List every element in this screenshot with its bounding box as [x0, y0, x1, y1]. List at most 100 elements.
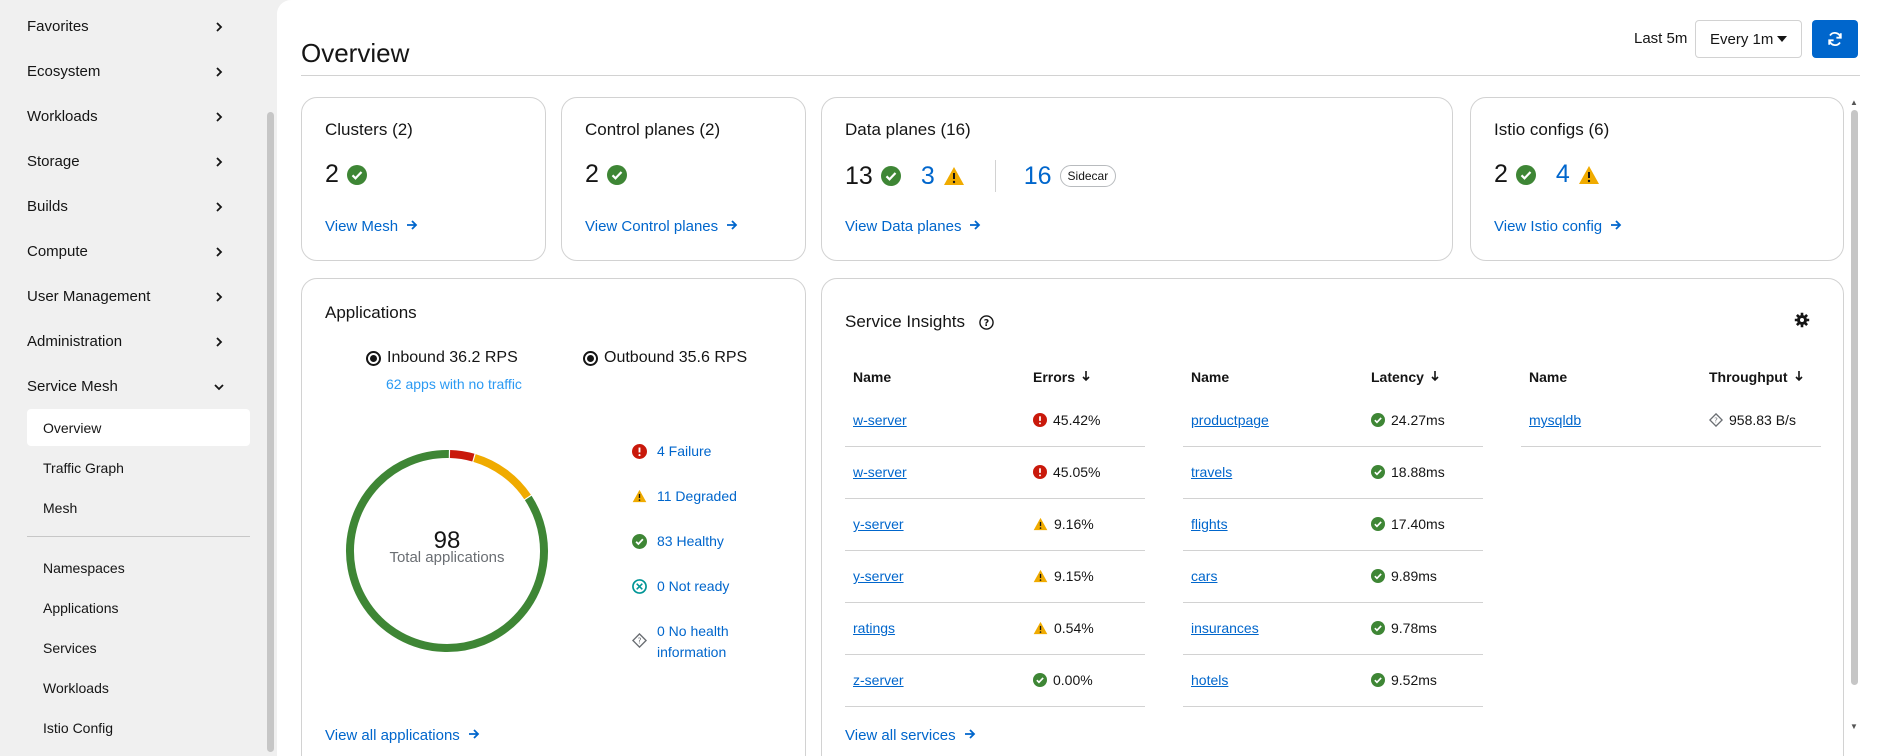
data-planes-healthy-count: 13 — [845, 161, 873, 190]
check-circle-icon — [632, 534, 647, 549]
metric-value: 958.83 B/s — [1729, 412, 1796, 428]
nav-group-ecosystem[interactable]: Ecosystem — [0, 49, 266, 94]
metric-value: 18.88ms — [1391, 464, 1445, 480]
service-link[interactable]: travels — [1191, 464, 1233, 480]
view-all-services-text: View all services — [845, 727, 956, 744]
nav-group-label: Ecosystem — [27, 63, 101, 80]
service-link[interactable]: hotels — [1191, 672, 1229, 688]
sort-down-icon — [1794, 369, 1804, 385]
refresh-button[interactable] — [1812, 20, 1858, 58]
nav-group-storage[interactable]: Storage — [0, 139, 266, 184]
no-traffic-link[interactable]: 62 apps with no traffic — [386, 376, 522, 392]
data-planes-warning-count[interactable]: 3 — [920, 161, 935, 190]
view-data-planes-link[interactable]: View Data planes — [845, 218, 981, 235]
inbound-label: Inbound 36.2 RPS — [387, 349, 518, 366]
main-scrollbar[interactable]: ▲ ▼ — [1849, 98, 1859, 738]
check-circle-icon — [1515, 164, 1536, 185]
nav-group-service-mesh[interactable]: Service Mesh — [0, 364, 266, 409]
view-control-planes-link[interactable]: View Control planes — [585, 218, 738, 235]
legend-failure[interactable]: 4 Failure — [632, 441, 711, 462]
nav-item-traffic-graph[interactable]: Traffic Graph — [43, 459, 124, 476]
nav-group-workloads[interactable]: Workloads — [0, 94, 266, 139]
scroll-up-icon[interactable]: ▲ — [1850, 98, 1858, 107]
nav-group-user-management[interactable]: User Management — [0, 274, 266, 319]
metric-value: 9.15% — [1054, 568, 1094, 584]
service-link[interactable]: flights — [1191, 516, 1228, 532]
view-data-planes-link-text: View Data planes — [845, 218, 962, 235]
istio-configs-warning-count[interactable]: 4 — [1555, 160, 1570, 188]
errors-value-header[interactable]: Errors — [1033, 369, 1091, 385]
check-circle-icon — [346, 164, 367, 185]
nav-group-label: Workloads — [27, 108, 98, 125]
throughput-value-header[interactable]: Throughput — [1709, 369, 1804, 385]
donut-segment-failure[interactable] — [449, 450, 475, 462]
donut-segment-degraded[interactable] — [473, 454, 531, 500]
latency-name-header[interactable]: Name — [1191, 369, 1230, 385]
view-all-applications-text: View all applications — [325, 727, 460, 744]
service-link[interactable]: ratings — [853, 620, 896, 636]
service-link[interactable]: mysqldb — [1529, 412, 1582, 428]
service-link[interactable]: y-server — [853, 568, 904, 584]
latency-value-header[interactable]: Latency — [1371, 369, 1440, 385]
nav-group-label: Storage — [27, 153, 80, 170]
view-all-services-link[interactable]: View all services — [845, 727, 976, 744]
view-mesh-link-text: View Mesh — [325, 218, 399, 235]
check-circle-icon — [1371, 673, 1385, 687]
control-planes-healthy-count: 2 — [585, 160, 599, 188]
legend-not-ready[interactable]: 0 Not ready — [632, 576, 729, 597]
table-row: mysqldb? 958.83 B/s — [1521, 395, 1821, 447]
inbound-radio[interactable]: Inbound 36.2 RPS — [366, 349, 518, 367]
chevron-right-icon — [212, 290, 226, 304]
throughput-name-header[interactable]: Name — [1529, 369, 1568, 385]
nav-group-builds[interactable]: Builds — [0, 184, 266, 229]
help-icon[interactable]: ? — [979, 314, 994, 330]
metric-value: 24.27ms — [1391, 412, 1445, 428]
donut-total: 98 — [433, 527, 461, 554]
warning-triangle-icon — [1033, 621, 1048, 635]
service-link[interactable]: z-server — [853, 672, 904, 688]
legend-healthy[interactable]: 83 Healthy — [632, 531, 724, 552]
outbound-radio[interactable]: Outbound 35.6 RPS — [583, 349, 747, 367]
legend-degraded[interactable]: 11 Degraded — [632, 486, 737, 507]
donut-segment-healthy[interactable] — [346, 450, 548, 652]
nav-item-overview[interactable]: Overview — [27, 409, 250, 446]
view-istio-config-link[interactable]: View Istio config — [1494, 218, 1622, 235]
service-link[interactable]: y-server — [853, 516, 904, 532]
istio-configs-healthy-count: 2 — [1494, 160, 1508, 188]
errors-name-header[interactable]: Name — [853, 369, 892, 385]
title-divider — [301, 75, 1860, 76]
nav-item-istio-config[interactable]: Istio Config — [43, 719, 114, 736]
nav-item-namespaces[interactable]: Namespaces — [43, 559, 125, 576]
chevron-down-icon — [212, 380, 226, 394]
metric-value: 0.00% — [1053, 672, 1093, 688]
legend-no-health-text-1: 0 No health — [657, 623, 729, 639]
nav-item-services[interactable]: Services — [43, 639, 97, 656]
nav-item-applications[interactable]: Applications — [43, 599, 119, 616]
nav-item-mesh[interactable]: Mesh — [43, 499, 78, 516]
view-all-applications-link[interactable]: View all applications — [325, 727, 480, 744]
sidebar-scrollbar-thumb[interactable] — [267, 112, 274, 752]
scroll-down-icon[interactable]: ▼ — [1850, 722, 1858, 731]
nav-item-workloads[interactable]: Workloads — [43, 679, 109, 696]
service-link[interactable]: insurances — [1191, 620, 1259, 636]
nav-group-compute[interactable]: Compute — [0, 229, 266, 274]
warning-triangle-icon — [632, 489, 647, 503]
sidebar: Favorites Ecosystem Workloads Storage Builds… — [0, 0, 266, 756]
sidecar-count[interactable]: 16 — [1023, 161, 1052, 190]
view-mesh-link[interactable]: View Mesh — [325, 218, 418, 235]
metric-value: 45.05% — [1053, 464, 1101, 480]
svg-text:?: ? — [1714, 417, 1718, 425]
nav-group-favorites[interactable]: Favorites — [0, 4, 266, 49]
refresh-interval-select[interactable]: Every 1m — [1695, 20, 1802, 58]
settings-gear-icon[interactable] — [1794, 312, 1810, 328]
legend-no-health-text-2: information — [657, 644, 727, 660]
service-link[interactable]: cars — [1191, 568, 1218, 584]
service-link[interactable]: productpage — [1191, 412, 1269, 428]
service-link[interactable]: w-server — [853, 464, 907, 480]
exclamation-circle-icon — [1033, 413, 1047, 427]
main-scrollbar-thumb[interactable] — [1851, 110, 1858, 685]
service-link[interactable]: w-server — [853, 412, 907, 428]
legend-not-ready-text: 0 Not ready — [657, 578, 730, 594]
legend-no-health[interactable]: ? 0 No health information — [632, 621, 729, 663]
nav-group-administration[interactable]: Administration — [0, 319, 266, 364]
